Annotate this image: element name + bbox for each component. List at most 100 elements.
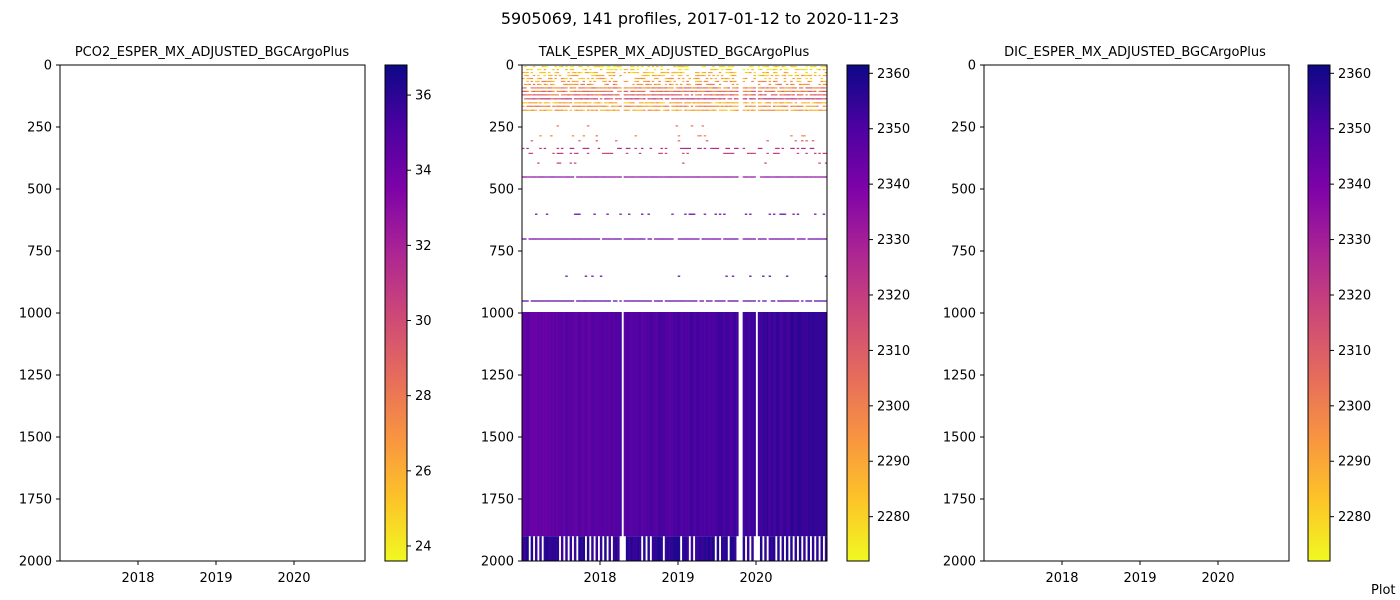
data-cell <box>634 98 637 100</box>
data-cell <box>805 102 808 104</box>
data-cell <box>822 213 826 215</box>
data-cell <box>757 300 761 302</box>
data-cell <box>777 147 780 150</box>
data-cell <box>597 312 601 537</box>
data-cell <box>580 312 583 537</box>
data-cell <box>697 135 700 137</box>
y-tick-label: 1000 <box>943 307 976 322</box>
data-cell <box>779 109 782 111</box>
data-cell <box>772 87 776 89</box>
data-cell <box>731 83 735 86</box>
data-cell <box>541 312 544 537</box>
data-cell <box>718 94 722 96</box>
data-cell <box>660 87 663 89</box>
data-cell <box>794 98 798 100</box>
data-cell <box>801 312 804 537</box>
colorbar-tick-label: 2350 <box>877 122 910 137</box>
data-cell <box>658 83 661 86</box>
data-cell <box>545 536 549 561</box>
data-cell <box>578 213 581 215</box>
data-cell <box>664 80 668 83</box>
data-cell <box>658 105 661 107</box>
colorbar-frame <box>846 64 870 562</box>
y-tick-label: 1250 <box>943 369 976 384</box>
data-cell <box>824 152 828 154</box>
data-cell <box>695 176 698 178</box>
data-cell <box>528 109 531 111</box>
data-cell <box>701 65 704 68</box>
data-cell <box>537 102 540 104</box>
colorbar-gradient <box>1308 65 1330 561</box>
data-cell <box>550 83 553 86</box>
data-cell <box>619 238 622 240</box>
data-cell <box>803 536 806 561</box>
data-cell <box>684 176 687 178</box>
data-cell <box>638 300 642 302</box>
data-cell <box>608 68 611 71</box>
data-cell <box>589 90 592 92</box>
data-cell <box>589 94 592 96</box>
data-cell <box>651 74 655 77</box>
data-cell <box>597 102 601 104</box>
data-cell <box>589 300 592 302</box>
data-cell <box>690 300 694 302</box>
data-cell <box>690 213 694 215</box>
colorbar-tick-label: 2350 <box>1338 122 1371 137</box>
data-cell <box>619 87 622 89</box>
data-cell <box>727 94 730 96</box>
data-cell <box>586 102 590 104</box>
data-cell <box>602 90 605 92</box>
data-cell <box>640 102 644 104</box>
data-cell <box>807 238 810 240</box>
data-cell <box>731 152 735 154</box>
data-cell <box>666 98 670 100</box>
data-cell <box>701 238 704 240</box>
data-cell <box>669 87 672 89</box>
data-cell <box>824 87 828 89</box>
data-cell <box>563 105 566 107</box>
data-cell <box>632 68 635 71</box>
data-cell <box>820 109 823 111</box>
data-cell <box>775 102 778 104</box>
data-cell <box>692 213 696 215</box>
colorbar-tick-label: 32 <box>415 239 432 254</box>
data-cell <box>584 147 588 150</box>
data-cell <box>731 77 735 80</box>
data-cell <box>796 77 800 80</box>
data-cell <box>556 238 560 240</box>
data-cell <box>565 536 568 561</box>
data-cell <box>584 105 588 107</box>
data-cell <box>567 105 570 107</box>
data-cell <box>777 83 780 86</box>
data-cell <box>733 300 737 302</box>
data-cell <box>764 300 767 302</box>
data-cell <box>660 105 663 107</box>
data-cell <box>762 176 765 178</box>
data-cell <box>591 98 594 100</box>
data-cell <box>688 87 692 89</box>
data-cell <box>820 90 823 92</box>
data-cell <box>764 87 767 89</box>
data-cell <box>645 102 648 104</box>
data-cell <box>818 87 821 89</box>
data-cell <box>526 536 529 561</box>
data-cell <box>597 90 601 92</box>
data-cell <box>541 238 544 240</box>
data-cell <box>643 238 646 240</box>
data-cell <box>627 71 631 74</box>
data-cell <box>580 98 583 100</box>
data-cell <box>567 83 570 86</box>
data-cell <box>595 87 599 89</box>
data-cell <box>606 90 609 92</box>
data-cell <box>556 94 560 96</box>
data-cell <box>550 77 553 80</box>
data-cell <box>775 109 778 111</box>
data-cell <box>772 176 776 178</box>
data-cell <box>634 71 637 74</box>
data-cell <box>558 152 562 154</box>
colorbar-frame <box>1307 64 1331 562</box>
data-cell <box>695 71 698 74</box>
data-cell <box>794 90 798 92</box>
data-cell <box>701 536 704 561</box>
